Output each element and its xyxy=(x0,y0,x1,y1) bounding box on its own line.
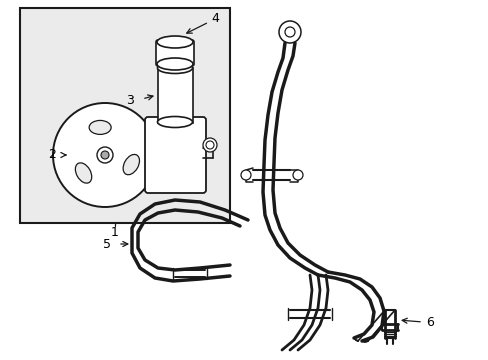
Circle shape xyxy=(53,103,157,207)
Ellipse shape xyxy=(157,117,192,127)
Circle shape xyxy=(279,21,301,43)
Circle shape xyxy=(203,138,217,152)
FancyBboxPatch shape xyxy=(156,40,194,66)
Ellipse shape xyxy=(157,58,193,70)
Bar xyxy=(20,8,229,223)
Bar xyxy=(158,68,193,123)
Ellipse shape xyxy=(157,36,193,48)
Text: 1: 1 xyxy=(111,225,119,238)
Text: 5: 5 xyxy=(103,238,111,251)
Ellipse shape xyxy=(157,63,192,73)
FancyBboxPatch shape xyxy=(145,117,205,193)
Circle shape xyxy=(101,151,109,159)
Text: 4: 4 xyxy=(211,12,219,24)
Text: 6: 6 xyxy=(425,315,433,328)
Text: 3: 3 xyxy=(126,94,134,107)
Circle shape xyxy=(241,170,250,180)
Ellipse shape xyxy=(123,154,139,175)
Circle shape xyxy=(205,141,214,149)
Circle shape xyxy=(97,147,113,163)
Text: 2: 2 xyxy=(48,148,56,162)
Circle shape xyxy=(292,170,303,180)
Ellipse shape xyxy=(75,163,92,183)
Circle shape xyxy=(285,27,294,37)
Ellipse shape xyxy=(89,121,111,134)
